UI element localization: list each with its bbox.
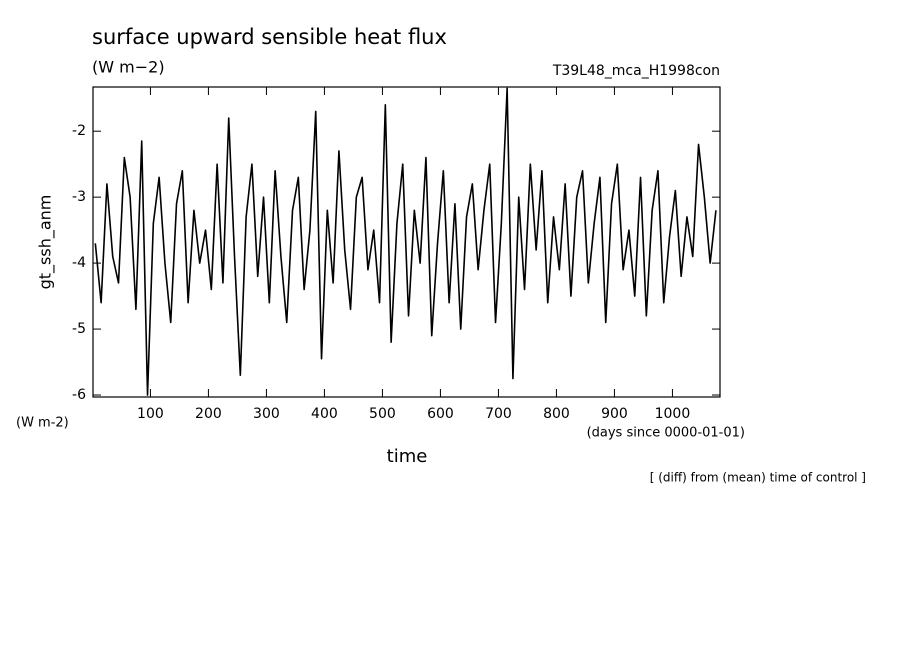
- data-line: [94, 87, 717, 396]
- run-label: T39L48_mca_H1998con: [552, 63, 720, 79]
- y-tick-label: -5: [72, 321, 86, 337]
- x-tick-label: 400: [311, 406, 338, 422]
- x-tick-label: 900: [601, 406, 628, 422]
- x-tick-label: 700: [485, 406, 512, 422]
- plot-frame: [92, 86, 721, 398]
- x-tick-label: 200: [195, 406, 222, 422]
- x-tick-label: 800: [543, 406, 570, 422]
- x-tick-label: 300: [253, 406, 280, 422]
- x-tick-label: 1000: [655, 406, 691, 422]
- y-tick-label: -6: [72, 387, 86, 403]
- y-tick-label: -2: [72, 123, 86, 139]
- y-tick-label: -4: [72, 255, 86, 271]
- x-tick-label: 600: [427, 406, 454, 422]
- x-tick-label: 500: [369, 406, 396, 422]
- note: [ (diff) from (mean) time of control ]: [650, 471, 866, 485]
- y-axis-label: gt_ssh_anm: [36, 195, 56, 290]
- x-axis-label: time: [387, 446, 428, 467]
- chart-title: surface upward sensible heat flux: [92, 25, 447, 49]
- y-tick-label: -3: [72, 189, 86, 205]
- x-tick-label: 100: [137, 406, 164, 422]
- chart-subtitle: (W m−2): [92, 58, 165, 77]
- y-unit-label: (W m-2): [16, 416, 69, 431]
- x-unit-label: (days since 0000-01-01): [587, 426, 745, 441]
